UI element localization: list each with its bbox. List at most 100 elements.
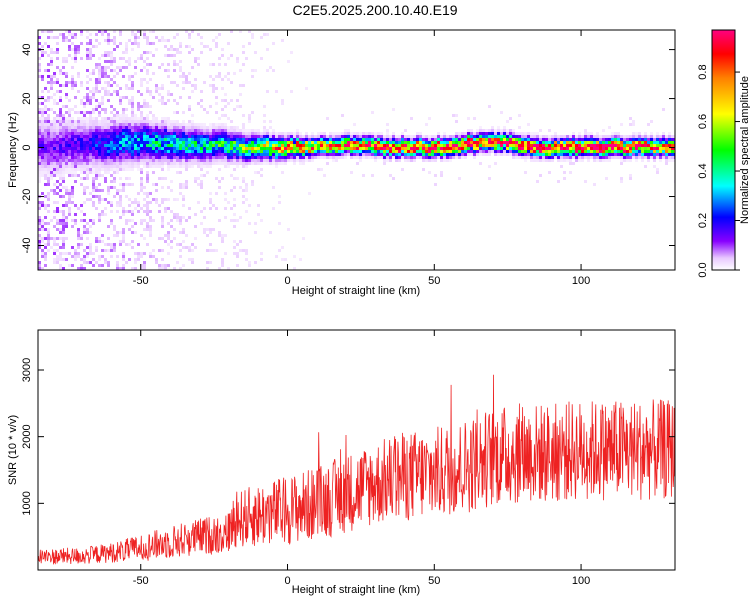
spectrogram-cell [137, 138, 140, 141]
spectrogram-cell [593, 135, 596, 138]
spectrogram-cell [269, 120, 272, 123]
spectrogram-cell [548, 147, 551, 150]
spectrogram-cell [131, 126, 134, 129]
spectrogram-cell [80, 243, 83, 246]
spectrogram-cell [191, 138, 194, 141]
spectrogram-cell [71, 195, 74, 198]
spectrogram-cell [401, 147, 404, 150]
spectrogram-cell [116, 168, 119, 171]
spectrogram-cell [38, 177, 41, 180]
spectrogram-cell [596, 156, 599, 159]
spectrogram-cell [407, 153, 410, 156]
spectrogram-cell [179, 129, 182, 132]
spectrogram-cell [197, 150, 200, 153]
spectrogram-cell [371, 156, 374, 159]
spectrogram-cell [296, 144, 299, 147]
spectrogram-cell [191, 147, 194, 150]
spectrogram-cell [353, 147, 356, 150]
spectrogram-cell [404, 129, 407, 132]
spectrogram-cell [86, 87, 89, 90]
spectrogram-cell [572, 162, 575, 165]
spectrogram-cell [434, 144, 437, 147]
spectrogram-cell [239, 129, 242, 132]
spectrogram-cell [182, 264, 185, 267]
spectrogram-cell [584, 144, 587, 147]
spectrogram-cell [56, 207, 59, 210]
spectrogram-cell [170, 138, 173, 141]
spectrogram-cell [482, 144, 485, 147]
spectrogram-cell [65, 258, 68, 261]
spectrogram-cell [266, 144, 269, 147]
spectrogram-cell [380, 135, 383, 138]
spectrogram-cell [485, 129, 488, 132]
spectrogram-cell [38, 240, 41, 243]
spectrogram-cell [68, 168, 71, 171]
snr-y-tick-label: 2000 [21, 424, 33, 448]
spectrogram-cell [263, 159, 266, 162]
spectrogram-cell [122, 57, 125, 60]
spectrogram-cell [134, 132, 137, 135]
spectrogram-cell [236, 141, 239, 144]
spectrogram-cell [110, 126, 113, 129]
spectrogram-cell [611, 141, 614, 144]
spectrogram-cell [95, 123, 98, 126]
spectrogram-cell [122, 156, 125, 159]
spectrogram-cell [224, 192, 227, 195]
spectrogram-cell [104, 243, 107, 246]
spectrogram-cell [95, 63, 98, 66]
spectrogram-cell [44, 117, 47, 120]
spectrogram-cell [614, 138, 617, 141]
spectrogram-cell [347, 135, 350, 138]
spectrogram-cell [464, 141, 467, 144]
spectrogram-cell [167, 165, 170, 168]
spectrogram-cell [623, 135, 626, 138]
spectrogram-cell [143, 261, 146, 264]
spectrogram-cell [329, 141, 332, 144]
spectrogram-cell [59, 114, 62, 117]
spectrogram-cell [650, 138, 653, 141]
spectrogram-cell [155, 162, 158, 165]
spectrogram-cell [86, 132, 89, 135]
spectrogram-cell [593, 153, 596, 156]
spectrogram-cell [263, 120, 266, 123]
spectrogram-cell [353, 153, 356, 156]
spectrogram-cell [107, 42, 110, 45]
spectrogram-cell [578, 135, 581, 138]
spectrogram-cell [77, 72, 80, 75]
spectrogram-cell [164, 126, 167, 129]
spectrogram-cell [629, 144, 632, 147]
spectrogram-cell [62, 117, 65, 120]
spectrogram-cell [119, 183, 122, 186]
spectrogram-cell [452, 150, 455, 153]
spectrogram-cell [620, 150, 623, 153]
spectrogram-cell [173, 159, 176, 162]
spectrogram-cell [134, 159, 137, 162]
spectrogram-cell [554, 135, 557, 138]
spectrogram-cell [173, 99, 176, 102]
spectrogram-cell [521, 138, 524, 141]
spectrogram-cell [479, 150, 482, 153]
spectrogram-cell [410, 138, 413, 141]
spectrogram-cell [92, 117, 95, 120]
spectrogram-cell [374, 147, 377, 150]
spectrogram-cell [140, 129, 143, 132]
spectrogram-cell [185, 183, 188, 186]
spectrogram-cell [581, 135, 584, 138]
spectrogram-cell [74, 156, 77, 159]
spectrogram-cell [200, 105, 203, 108]
spectrogram-cell [191, 243, 194, 246]
spectrogram-cell [131, 162, 134, 165]
spectrogram-cell [263, 33, 266, 36]
snr-x-ticks: -50 0 50 100 [133, 330, 590, 587]
spectrogram-cell [266, 141, 269, 144]
spectrogram-cell [236, 165, 239, 168]
spectrogram-cell [218, 57, 221, 60]
spectrogram-cell [548, 129, 551, 132]
spectrogram-cell [125, 195, 128, 198]
spectrogram-cell [140, 120, 143, 123]
spectrogram-cell [239, 216, 242, 219]
spectrogram-cell [59, 69, 62, 72]
spectrogram-cell [122, 264, 125, 267]
spectrogram-cell [245, 210, 248, 213]
spectrogram-cell [95, 66, 98, 69]
